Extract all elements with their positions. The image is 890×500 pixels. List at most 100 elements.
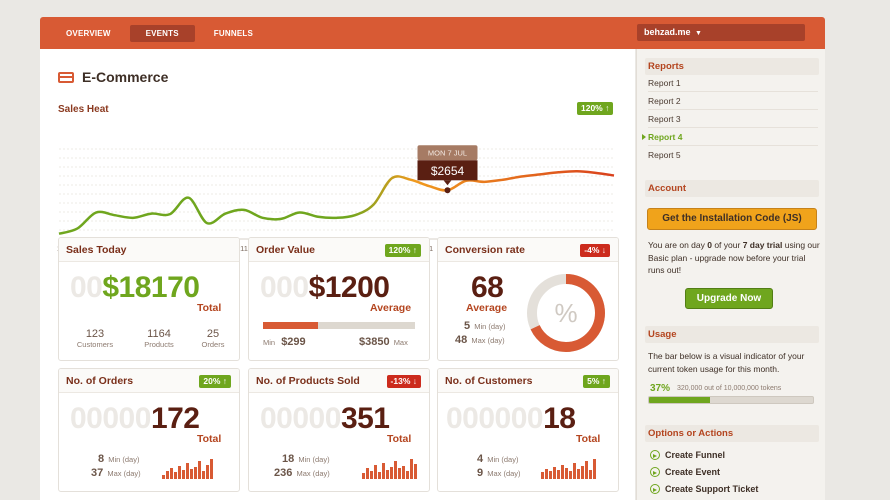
percent-icon: % [554,298,577,328]
products-sparkbars [362,459,417,479]
get-installation-code-button[interactable]: Get the Installation Code (JS) [647,208,817,230]
spark-bar [162,474,165,479]
spark-bar [374,464,377,479]
order-value-min: Min $299 [263,336,306,348]
customers-value: 00000018 [446,402,576,435]
spark-bar [202,471,205,479]
panel-products-sold: No. of Products Sold -13% ↓ 00000351 Tota… [248,368,430,492]
chart-tooltip: MON 7 JUL $2654 [417,145,478,194]
tooltip-arrow [443,180,452,186]
spark-bar [561,464,564,479]
arrow-circle-icon [650,484,660,494]
spark-bar [194,466,197,479]
panel-order-value: Order Value 120% ↑ 000$1200 Average Min $… [248,237,430,361]
report-4-label: Report 4 [648,132,683,142]
spark-bar [174,472,177,479]
conversion-max: 48 Max (day) [455,334,505,346]
tab-overview[interactable]: Overview [66,29,111,38]
panel-title: Sales Today [66,244,127,256]
create-funnel-link[interactable]: Create Funnel [650,450,725,460]
panel-orders: No. of Orders 20% ↑ 00000172 Total 8 Min … [58,368,240,492]
spark-bar [398,468,401,479]
spark-bar [553,466,556,479]
sidebar-item-report-4[interactable]: Report 4 [642,128,818,146]
arrow-circle-icon [650,450,660,460]
spark-bar [206,464,209,479]
spark-bar [545,469,548,479]
conversion-badge: -4% ↓ [580,244,610,257]
spark-bar [569,471,572,479]
credit-card-icon [58,71,74,83]
customers-max: 9 Max (day) [477,467,521,479]
panel-sales-today: Sales Today 00$18170 Total 123 Customers … [58,237,240,361]
products-badge: -13% ↓ [386,375,421,388]
tooltip-value-bg [417,160,478,181]
spark-bar [362,473,365,479]
products-label: Total [387,433,412,445]
upgrade-now-button[interactable]: Upgrade Now [685,288,773,309]
tooltip-value: $2654 [431,164,465,178]
tab-events[interactable]: Events [129,25,195,42]
sidebar: Reports Report 1 Report 2 Report 3 Repor… [636,49,825,500]
spark-bar [390,467,393,479]
spark-bar [406,470,409,479]
spark-bar [593,459,596,479]
sidebar-item-report-5[interactable]: Report 5 [648,150,681,160]
spark-bar [386,469,389,479]
spark-bar [170,467,173,479]
page-title-text: E-Commerce [82,69,169,85]
customers-badge: 5% ↑ [583,375,610,388]
panel-title: No. of Products Sold [256,375,360,387]
customers-min: 4 Min (day) [477,453,519,465]
sidebar-item-report-2[interactable]: Report 2 [648,92,818,110]
order-value-value: 000$1200 [260,271,390,304]
usage-percent: 37% [650,383,671,394]
sidebar-item-report-1[interactable]: Report 1 [648,74,818,92]
user-menu[interactable]: behzad.me ▼ [637,24,805,41]
spark-bar [402,466,405,479]
account-section-title: Account [645,180,819,197]
sales-heat-chart: 1234567891011121314151617181920212223242… [57,145,618,253]
sidebar-item-report-3[interactable]: Report 3 [648,110,818,128]
panel-customers: No. of Customers 5% ↑ 00000018 Total 4 Mi… [437,368,619,492]
spark-bar [589,470,592,479]
main-nav: Overview Events Funnels [57,25,272,42]
sales-heat-badge: 120% ↑ [577,102,614,115]
customers-sparkbars [541,459,596,479]
orders-max: 37 Max (day) [91,467,141,479]
conversion-label: Average [466,302,508,314]
tab-funnels[interactable]: Funnels [213,29,253,38]
products-value: 00000351 [260,402,390,435]
order-value-label: Average [370,302,412,314]
spark-bar [414,463,417,479]
spark-bar [370,470,373,479]
chart-series-line [58,169,615,235]
spark-bar [410,459,413,479]
panel-title: No. of Customers [445,375,533,387]
tooltip-date: MON 7 JUL [428,148,467,157]
spark-bar [541,472,544,479]
panel-title: No. of Orders [66,375,134,387]
products-min: 18 Min (day) [282,453,330,465]
user-name: behzad.me [644,27,691,37]
create-event-link[interactable]: Create Event [650,467,720,477]
spark-bar [210,459,213,479]
chevron-down-icon: ▼ [695,30,702,37]
sales-today-label: Total [197,302,222,314]
orders-label: Total [197,433,222,445]
stat-orders: 25 Orders [201,328,225,349]
spark-bar [378,471,381,479]
spark-bar [182,470,185,479]
spark-bar [565,467,568,479]
panel-title: Conversion rate [445,244,525,256]
main-content: E-Commerce Sales Heat 120% ↑ 12345678910… [40,49,635,500]
order-value-badge: 120% ↑ [384,244,421,257]
usage-tokens: 320,000 out of 10,000,000 tokens [677,385,782,392]
conversion-value: 68 [471,271,504,304]
spark-bar [186,463,189,479]
stat-customers: 123 Customers [76,328,114,349]
x-tick-label: 11 [240,244,248,253]
create-support-ticket-link[interactable]: Create Support Ticket [650,484,758,494]
stat-products: 1164 Products [144,328,174,349]
spark-bar [577,469,580,479]
